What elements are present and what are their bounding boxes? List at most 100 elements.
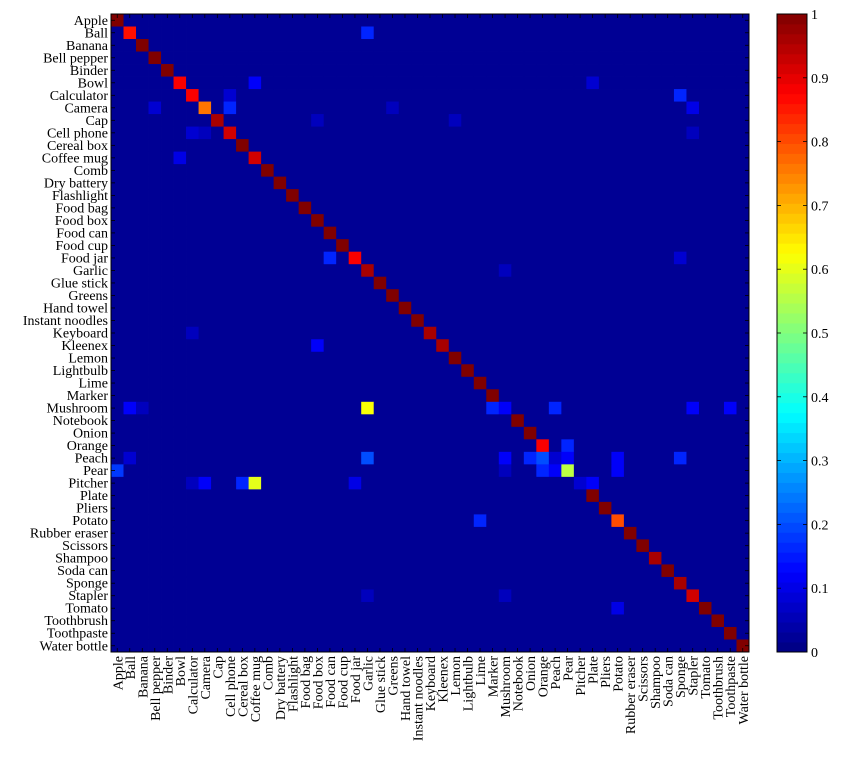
cell-food-cup-lemon	[448, 239, 462, 253]
cell-flashlight-stapler	[686, 189, 700, 203]
cell-orange-shampoo	[648, 439, 662, 453]
cell-food-box-tomato	[698, 214, 712, 228]
cell-kleenex-bowl	[173, 339, 187, 353]
cell-binder-cell-phone	[223, 64, 237, 77]
cell-flashlight-kleenex	[436, 189, 450, 203]
cell-sponge-apple	[111, 576, 124, 590]
cell-food-cup-flashlight	[286, 239, 300, 253]
cell-scissors-keyboard	[423, 539, 437, 553]
cell-hand-towel-notebook	[511, 301, 525, 315]
cell-dry-battery-onion	[523, 176, 537, 190]
cell-garlic-glue-stick	[373, 264, 387, 278]
cell-peach-comb	[261, 451, 275, 465]
cell-binder-food-bag	[298, 64, 312, 77]
cell-comb-instant-noodles	[411, 164, 425, 178]
cell-marker-mushroom	[498, 389, 512, 403]
cell-apple-apple	[111, 14, 124, 27]
cell-cereal-box-water-bottle	[736, 139, 750, 153]
cell-bell-pepper-food-jar	[348, 51, 362, 65]
cell-peach-marker	[486, 451, 500, 465]
cell-peach-scissors	[636, 451, 650, 465]
cell-toothpaste-bowl	[173, 626, 187, 640]
cell-mushroom-peach	[548, 401, 562, 415]
cell-keyboard-water-bottle	[736, 326, 750, 340]
cell-apple-cereal-box	[236, 14, 250, 27]
cell-rubber-eraser-bowl	[173, 526, 187, 540]
cell-lightbulb-garlic	[361, 364, 375, 378]
cell-coffee-mug-lightbulb	[461, 151, 475, 165]
cell-garlic-instant-noodles	[411, 264, 425, 278]
cell-plate-orange	[536, 489, 550, 503]
cell-toothbrush-toothbrush	[711, 614, 725, 628]
cell-food-can-binder	[161, 226, 174, 240]
cell-food-box-plate	[586, 214, 600, 228]
cell-cap-notebook	[511, 114, 525, 127]
cell-bell-pepper-dry-battery	[273, 51, 287, 65]
cell-cereal-box-toothpaste	[723, 139, 737, 153]
cell-lightbulb-lime	[473, 364, 487, 378]
cell-bell-pepper-lemon	[448, 51, 462, 65]
colorbar-band	[777, 352, 807, 364]
cell-pitcher-lime	[473, 476, 487, 490]
cell-pliers-coffee-mug	[248, 501, 262, 515]
cell-instant-noodles-cereal-box	[236, 314, 250, 328]
cell-stapler-banana	[136, 589, 149, 603]
cell-tomato-calculator	[186, 601, 199, 615]
cell-onion-orange	[536, 426, 550, 440]
row-label-lime: Lime	[78, 377, 108, 392]
cell-toothbrush-water-bottle	[736, 614, 750, 628]
cell-banana-potato	[611, 39, 625, 52]
cell-scissors-soda-can	[661, 539, 675, 553]
colorbar-band	[777, 632, 807, 643]
cell-potato-shampoo	[648, 514, 662, 528]
cell-ball-flashlight	[286, 26, 300, 40]
cell-onion-soda-can	[661, 426, 675, 440]
cell-food-jar-kleenex	[436, 251, 450, 265]
row-label-camera: Camera	[64, 101, 108, 116]
cell-sponge-cereal-box	[236, 576, 250, 590]
cell-peach-mushroom	[498, 451, 512, 465]
cell-banana-binder	[161, 39, 174, 52]
cell-greens-lightbulb	[461, 289, 475, 303]
cell-binder-onion	[523, 64, 537, 77]
cell-lime-keyboard	[423, 376, 437, 390]
cell-comb-comb	[261, 164, 275, 178]
cell-greens-garlic	[361, 289, 375, 303]
cell-glue-stick-food-cup	[336, 276, 350, 290]
cell-lime-camera	[198, 376, 212, 390]
cell-lime-apple	[111, 376, 124, 390]
cell-calculator-lemon	[448, 89, 462, 102]
cell-lightbulb-scissors	[636, 364, 650, 378]
cell-pitcher-food-box	[311, 476, 325, 490]
cell-banana-pitcher	[573, 39, 587, 52]
cell-garlic-banana	[136, 264, 149, 278]
cell-keyboard-pitcher	[573, 326, 587, 340]
cell-garlic-lemon	[448, 264, 462, 278]
cell-shampoo-scissors	[636, 551, 650, 565]
cell-flashlight-flashlight	[286, 189, 300, 203]
cell-dry-battery-peach	[548, 176, 562, 190]
cell-notebook-glue-stick	[373, 414, 387, 428]
cell-peach-ball	[123, 451, 137, 465]
column-label-tomato: Tomato	[699, 656, 714, 699]
cell-lightbulb-apple	[111, 364, 124, 378]
cell-instant-noodles-lightbulb	[461, 314, 475, 328]
cell-tomato-hand-towel	[398, 601, 412, 615]
cell-garlic-toothpaste	[723, 264, 737, 278]
cell-pear-keyboard	[423, 464, 437, 478]
cell-rubber-eraser-orange	[536, 526, 550, 540]
row-label-rubber-eraser: Rubber eraser	[30, 527, 108, 542]
cell-food-cup-potato	[611, 239, 625, 253]
row-label-food-cup: Food cup	[56, 239, 109, 254]
cell-instant-noodles-bell-pepper	[148, 314, 162, 328]
cell-garlic-rubber-eraser	[623, 264, 637, 278]
cell-glue-stick-toothbrush	[711, 276, 725, 290]
cell-ball-pitcher	[573, 26, 587, 40]
cell-banana-pear	[561, 39, 575, 52]
cell-stapler-water-bottle	[736, 589, 750, 603]
cell-cell-phone-sponge	[673, 126, 687, 140]
column-label-greens: Greens	[386, 656, 401, 696]
cell-scissors-sponge	[673, 539, 687, 553]
cell-bowl-lemon	[448, 76, 462, 90]
row-label-food-jar: Food jar	[61, 251, 108, 266]
